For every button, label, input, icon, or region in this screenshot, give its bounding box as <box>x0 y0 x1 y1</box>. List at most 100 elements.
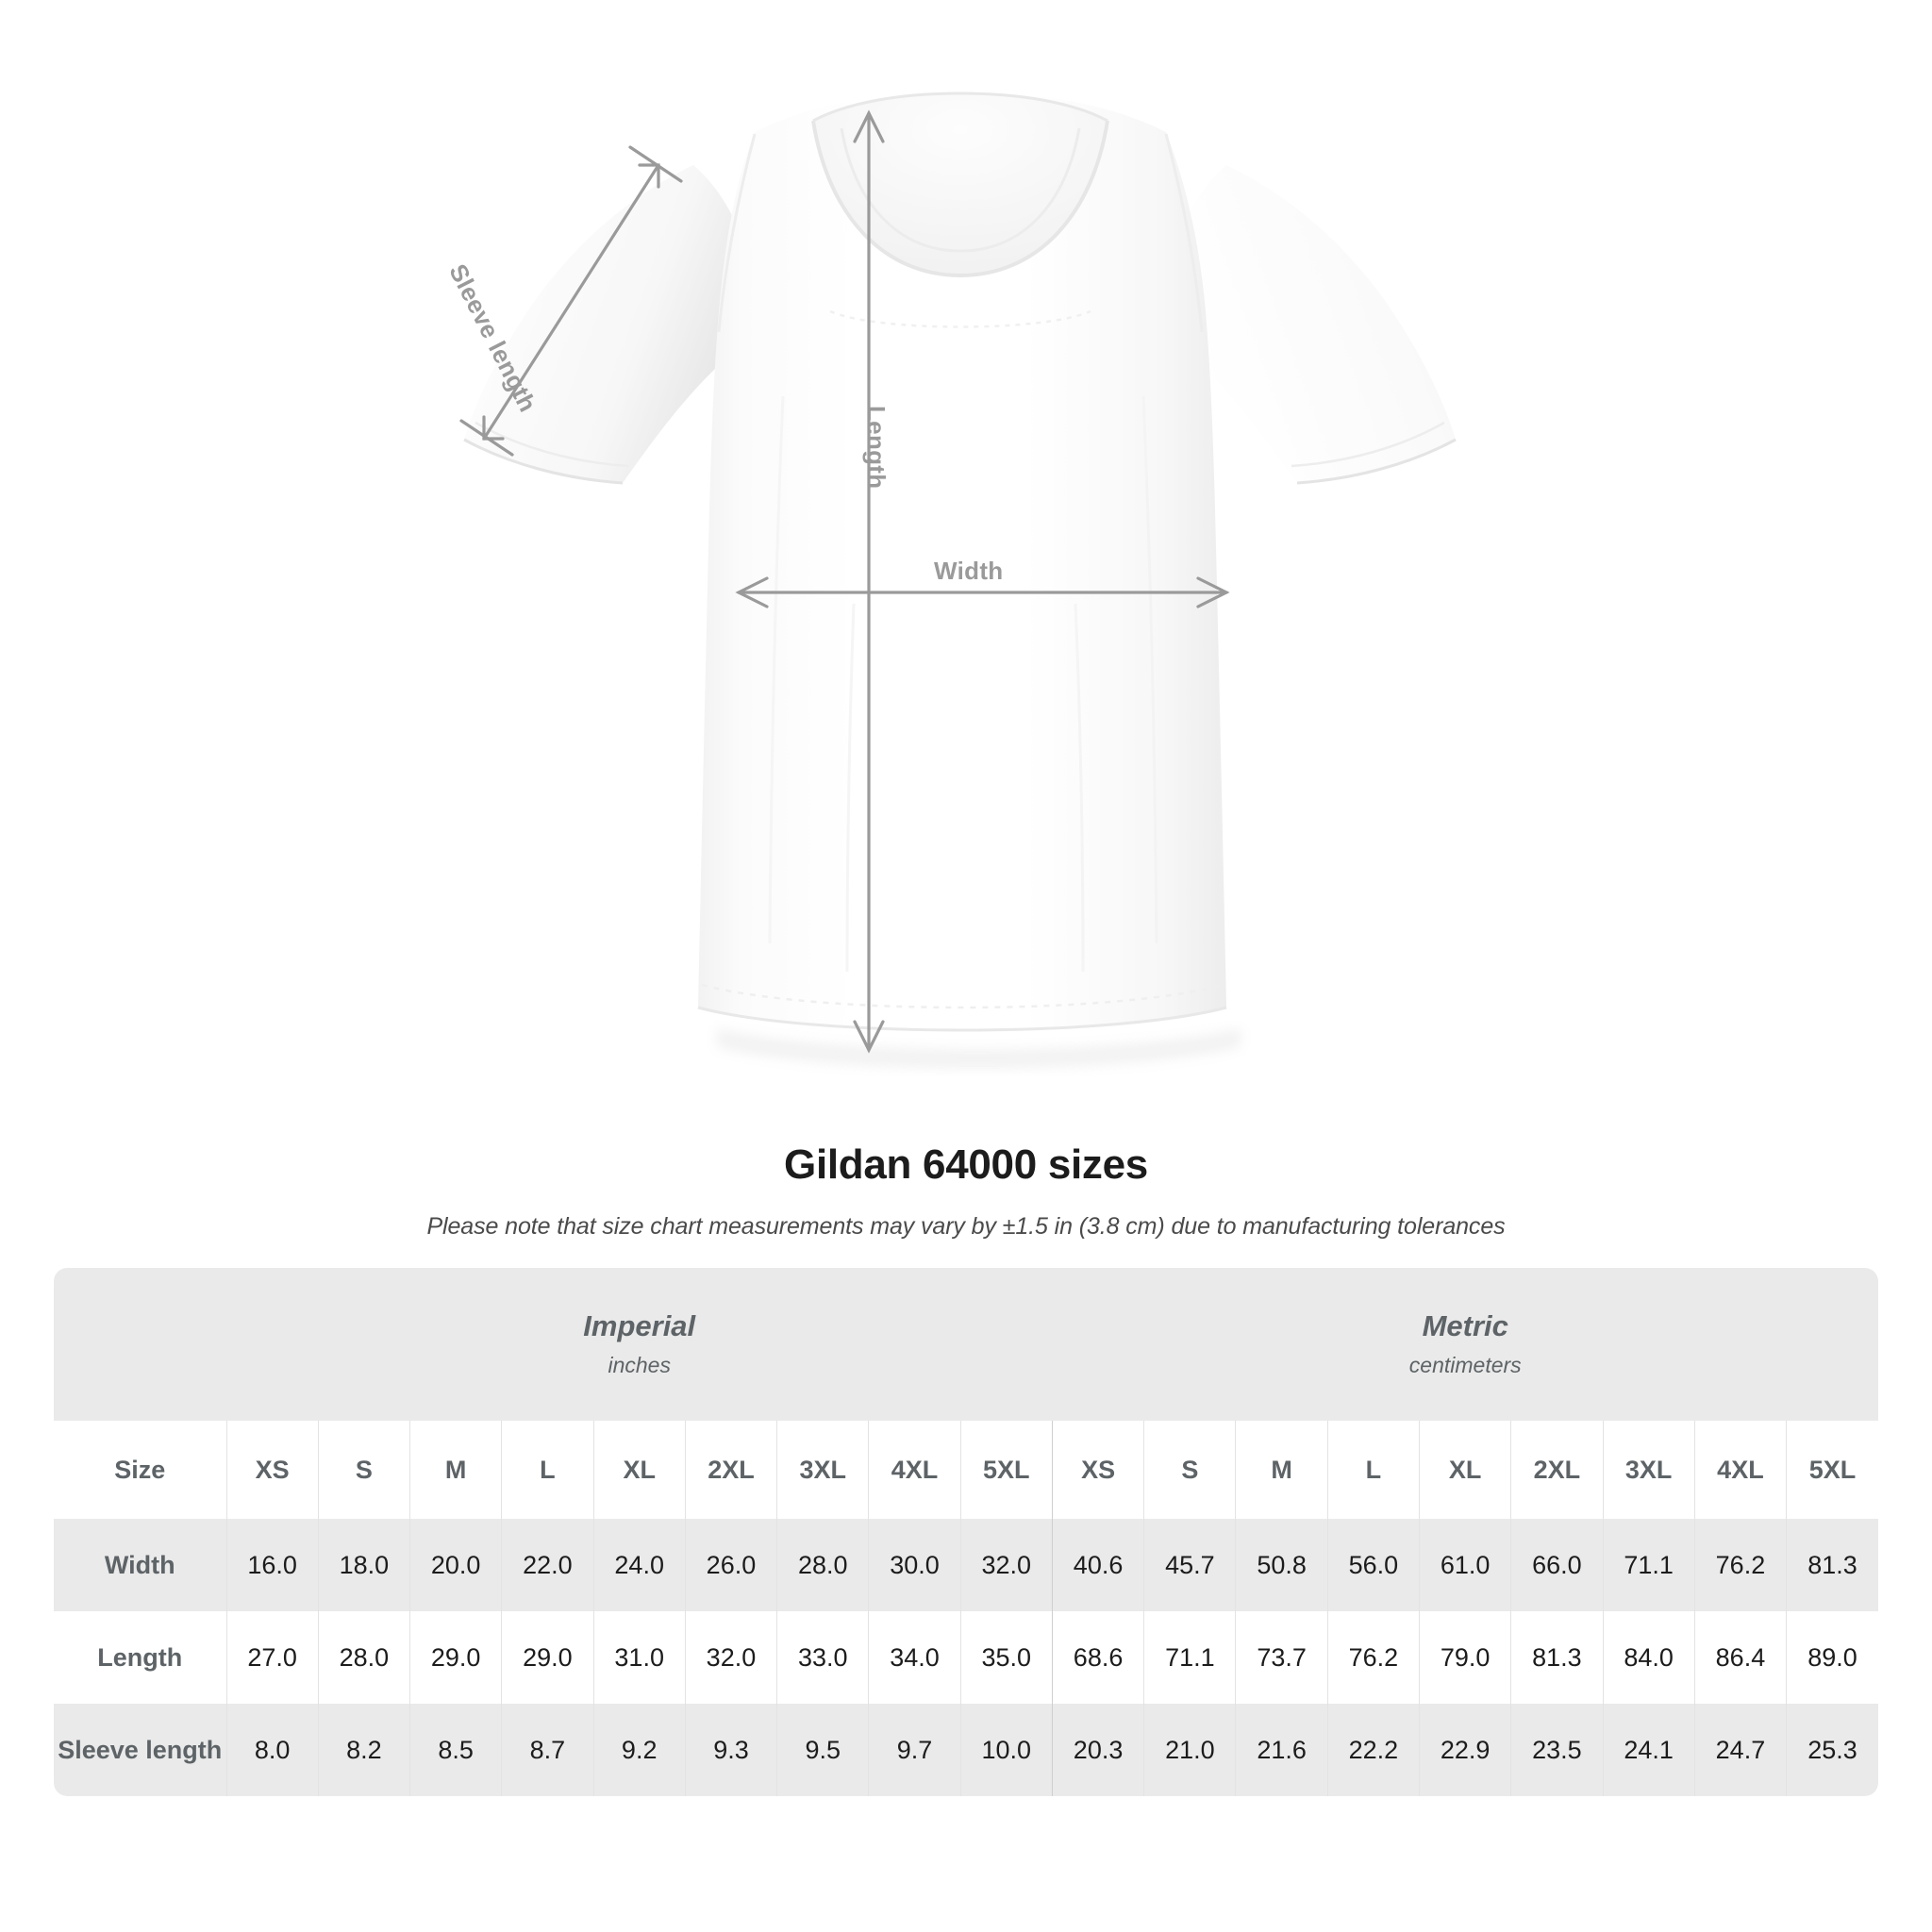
cell-width-imperial-s: 18.0 <box>317 1519 410 1611</box>
left-sleeve-hem-inner <box>475 421 629 468</box>
cell-sleeve-length-metric-l: 22.2 <box>1326 1704 1420 1796</box>
cell-sleeve-length-imperial-l: 8.7 <box>501 1704 594 1796</box>
cell-sleeve-length-imperial-xs: 8.0 <box>225 1704 319 1796</box>
size-header-imperial-5xl: 5XL <box>959 1421 1053 1519</box>
cell-length-imperial-xs: 27.0 <box>225 1611 319 1704</box>
size-chart-table-wrapper: Imperial inches Metric centimeters Size … <box>54 1268 1878 1796</box>
cell-width-metric-xl: 61.0 <box>1419 1519 1511 1611</box>
width-annotation-label: Width <box>934 557 1004 585</box>
length-dimension-line <box>853 109 885 1054</box>
cell-length-imperial-5xl: 35.0 <box>959 1611 1053 1704</box>
cell-length-metric-5xl: 89.0 <box>1786 1611 1878 1704</box>
cell-length-imperial-3xl: 33.0 <box>776 1611 869 1704</box>
cell-sleeve-length-metric-m: 21.6 <box>1235 1704 1328 1796</box>
cell-sleeve-length-metric-3xl: 24.1 <box>1602 1704 1695 1796</box>
cell-length-metric-4xl: 86.4 <box>1693 1611 1787 1704</box>
size-header-imperial-s: S <box>317 1421 410 1519</box>
cell-sleeve-length-imperial-m: 8.5 <box>409 1704 502 1796</box>
size-header-metric-5xl: 5XL <box>1786 1421 1878 1519</box>
collar-stitch <box>829 309 1091 328</box>
cell-length-imperial-xl: 31.0 <box>592 1611 686 1704</box>
table-row: Length 27.0 28.0 29.0 29.0 31.0 32.0 33.0 34.0 35… <box>54 1611 1878 1704</box>
size-header-metric-3xl: 3XL <box>1602 1421 1695 1519</box>
page-subtitle: Please note that size chart measurements… <box>426 1213 1506 1240</box>
cell-length-imperial-4xl: 34.0 <box>868 1611 961 1704</box>
size-header-imperial-4xl: 4XL <box>868 1421 961 1519</box>
length-annotation-label: Length <box>862 406 891 490</box>
cell-width-imperial-xl: 24.0 <box>592 1519 686 1611</box>
right-sleeve <box>1165 165 1456 483</box>
cell-sleeve-length-imperial-5xl: 10.0 <box>959 1704 1053 1796</box>
cell-sleeve-length-imperial-3xl: 9.5 <box>776 1704 869 1796</box>
collar-top-edge <box>812 92 1108 123</box>
cell-sleeve-length-metric-4xl: 24.7 <box>1693 1704 1787 1796</box>
cell-width-metric-l: 56.0 <box>1326 1519 1420 1611</box>
unit-sub-metric: centimeters <box>1408 1353 1522 1378</box>
cell-length-imperial-l: 29.0 <box>501 1611 594 1704</box>
size-header-metric-l: L <box>1326 1421 1420 1519</box>
cell-length-imperial-2xl: 32.0 <box>684 1611 777 1704</box>
cell-length-metric-2xl: 81.3 <box>1510 1611 1604 1704</box>
shirt-body <box>698 92 1226 1030</box>
width-dimension-line <box>735 576 1230 608</box>
cell-sleeve-length-metric-s: 21.0 <box>1143 1704 1236 1796</box>
cell-width-metric-s: 45.7 <box>1143 1519 1236 1611</box>
size-header-metric-xs: XS <box>1051 1421 1144 1519</box>
collar-rib-inner <box>840 127 1081 253</box>
left-sleeve <box>464 165 755 483</box>
size-header-metric-2xl: 2XL <box>1510 1421 1604 1519</box>
cell-width-metric-m: 50.8 <box>1235 1519 1328 1611</box>
size-header-label: Size <box>54 1421 226 1519</box>
cell-sleeve-length-metric-5xl: 25.3 <box>1786 1704 1878 1796</box>
cell-length-metric-m: 73.7 <box>1235 1611 1328 1704</box>
left-armhole-seam <box>717 133 757 333</box>
fabric-folds <box>768 395 1158 973</box>
cell-width-imperial-xs: 16.0 <box>225 1519 319 1611</box>
cell-length-imperial-m: 29.0 <box>409 1611 502 1704</box>
cell-width-imperial-4xl: 30.0 <box>868 1519 961 1611</box>
cell-width-imperial-2xl: 26.0 <box>684 1519 777 1611</box>
unit-name-imperial: Imperial <box>583 1309 696 1343</box>
size-header-imperial-xl: XL <box>592 1421 686 1519</box>
right-armhole-seam <box>1164 133 1204 333</box>
size-header-metric-m: M <box>1235 1421 1328 1519</box>
unit-header-imperial: Imperial inches <box>226 1268 1053 1421</box>
cell-sleeve-length-metric-xl: 22.9 <box>1419 1704 1511 1796</box>
cell-length-metric-s: 71.1 <box>1143 1611 1236 1704</box>
cell-sleeve-length-imperial-2xl: 9.3 <box>684 1704 777 1796</box>
cell-sleeve-length-metric-2xl: 23.5 <box>1510 1704 1604 1796</box>
row-label-width: Width <box>54 1519 226 1611</box>
right-sleeve-hem <box>1296 438 1457 485</box>
bottom-hem <box>697 1006 1227 1032</box>
unit-header-metric: Metric centimeters <box>1052 1268 1878 1421</box>
cell-width-metric-5xl: 81.3 <box>1786 1519 1878 1611</box>
size-header-metric-s: S <box>1143 1421 1236 1519</box>
cell-sleeve-length-imperial-4xl: 9.7 <box>868 1704 961 1796</box>
sleeve-length-dimension-line <box>459 145 683 457</box>
cell-length-metric-3xl: 84.0 <box>1602 1611 1695 1704</box>
shirt-shadow <box>717 1028 1241 1069</box>
bottom-hem-stitch <box>701 983 1224 1009</box>
page-title: Gildan 64000 sizes <box>784 1141 1148 1188</box>
cell-sleeve-length-metric-xs: 20.3 <box>1051 1704 1144 1796</box>
table-row: Sleeve length 8.0 8.2 8.5 8.7 9.2 9.3 9.5 9.7 10.… <box>54 1704 1878 1796</box>
unit-header-spacer <box>54 1268 226 1421</box>
size-header-row: Size XS S M L XL 2XL 3XL 4XL 5XL XS S M L XL 2XL 3XL 4XL… <box>54 1421 1878 1519</box>
collar-rib-outer <box>811 120 1109 278</box>
cell-width-imperial-l: 22.0 <box>501 1519 594 1611</box>
unit-name-metric: Metric <box>1422 1309 1508 1343</box>
size-header-imperial-m: M <box>409 1421 502 1519</box>
size-header-imperial-l: L <box>501 1421 594 1519</box>
row-label-sleeve-length: Sleeve length <box>54 1704 226 1796</box>
cell-length-metric-xs: 68.6 <box>1051 1611 1144 1704</box>
title-block: Gildan 64000 sizes Please note that size… <box>0 1141 1932 1241</box>
unit-sub-imperial: inches <box>608 1353 671 1378</box>
left-sleeve-hem <box>463 438 624 485</box>
size-header-metric-xl: XL <box>1419 1421 1511 1519</box>
size-chart-table: Imperial inches Metric centimeters Size … <box>54 1268 1878 1796</box>
tshirt-diagram: Sleeve length Length Width <box>443 92 1457 1069</box>
row-label-length: Length <box>54 1611 226 1704</box>
cell-length-metric-xl: 79.0 <box>1419 1611 1511 1704</box>
cell-width-imperial-m: 20.0 <box>409 1519 502 1611</box>
size-header-imperial-xs: XS <box>225 1421 319 1519</box>
